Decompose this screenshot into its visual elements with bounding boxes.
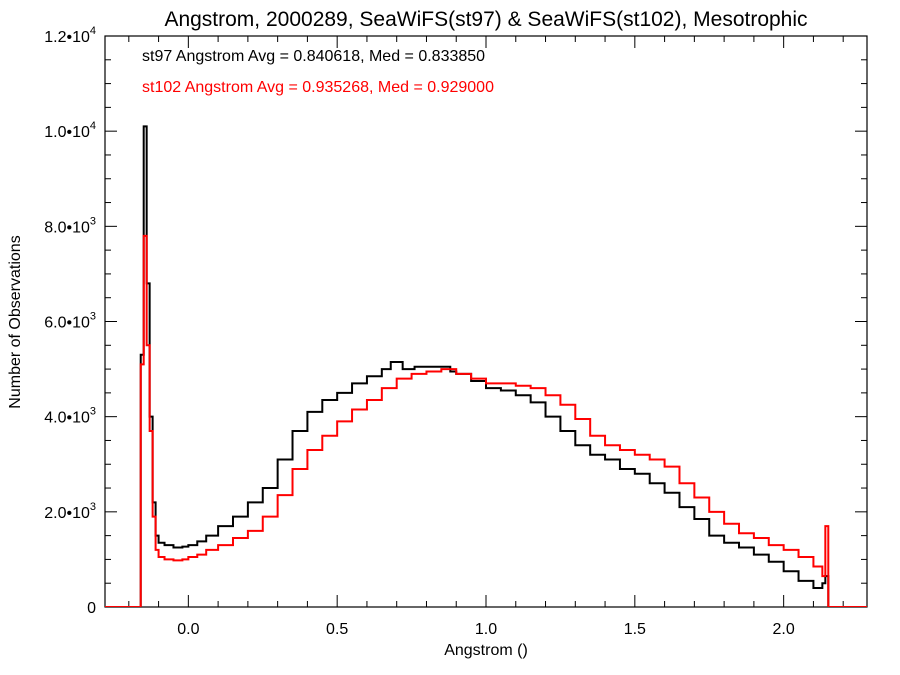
- series-st97-line: [105, 125, 867, 607]
- chart-title: Angstrom, 2000289, SeaWiFS(st97) & SeaWi…: [164, 8, 807, 31]
- x-tick-label: 0.5: [326, 621, 348, 638]
- y-tick-label: 1.2•104: [44, 25, 96, 46]
- y-tick-label: 6.0•103: [44, 311, 96, 332]
- y-tick-labels: 0 2.0•103 4.0•103 6.0•103 8.0•103 1.0•104 1.2•…: [44, 25, 96, 617]
- y-tick-label: 0: [87, 600, 96, 617]
- st97-stats-annotation: st97 Angstrom Avg = 0.840618, Med = 0.83…: [142, 48, 485, 65]
- plot-frame: [104, 35, 868, 608]
- y-axis-label: Number of Observations: [7, 235, 24, 408]
- series-lines: [105, 125, 867, 607]
- x-tick-label: 2.0: [773, 621, 795, 638]
- y-tick-label: 8.0•103: [44, 215, 96, 236]
- x-tick-label: 0.0: [177, 621, 199, 638]
- series-st102-line: [105, 234, 867, 607]
- x-tick-label: 1.0: [475, 621, 497, 638]
- axis-ticks: [105, 35, 867, 608]
- st102-stats-annotation: st102 Angstrom Avg = 0.935268, Med = 0.9…: [142, 79, 494, 96]
- y-tick-label: 4.0•103: [44, 406, 96, 427]
- y-tick-label: 2.0•103: [44, 501, 96, 522]
- x-axis-label: Angstrom (): [444, 642, 528, 659]
- x-tick-label: 1.5: [624, 621, 646, 638]
- x-tick-labels: 0.0 0.5 1.0 1.5 2.0: [177, 621, 795, 638]
- y-tick-label: 1.0•104: [44, 120, 96, 141]
